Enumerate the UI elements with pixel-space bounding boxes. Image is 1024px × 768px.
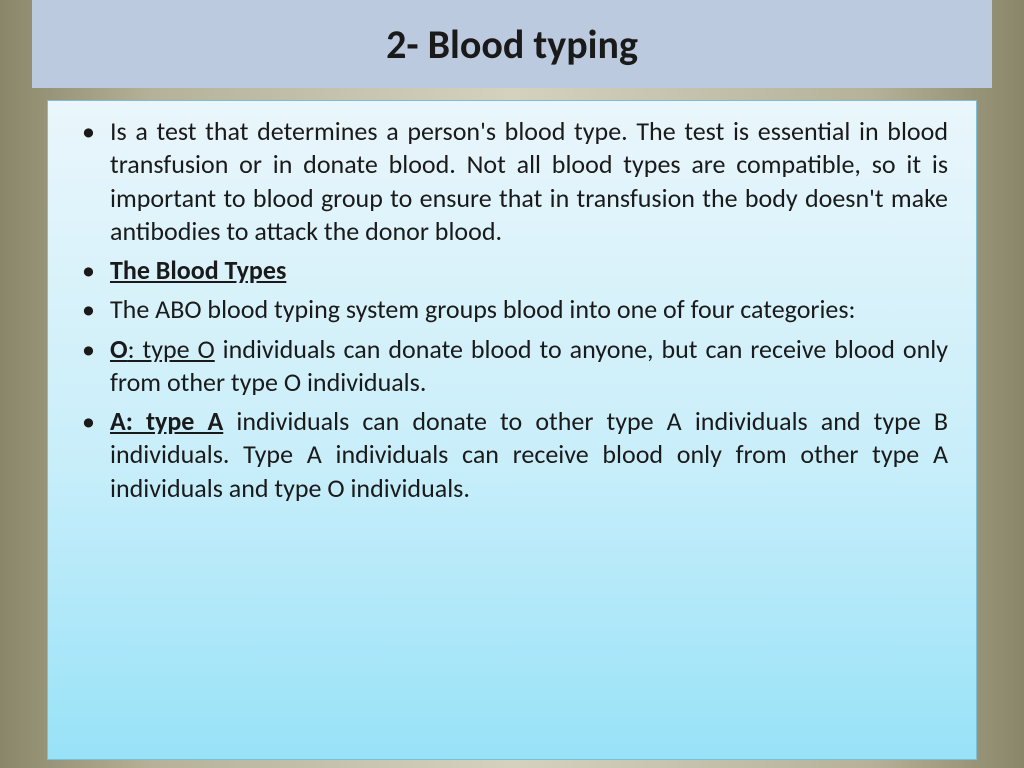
bullet-item: The ABO blood typing system groups blood… <box>76 293 948 326</box>
bullet-list: Is a test that determines a person's blo… <box>76 115 948 505</box>
bullet-sep: : type O <box>128 333 215 365</box>
bullet-text: individuals can donate to other type A i… <box>110 405 948 504</box>
bullet-text: The ABO blood typing system groups blood… <box>110 293 856 325</box>
bullet-item: A: type A individuals can donate to othe… <box>76 405 948 505</box>
content-panel: Is a test that determines a person's blo… <box>47 100 977 760</box>
bullet-text: Is a test that determines a person's blo… <box>110 115 948 247</box>
bullet-lead: O <box>110 333 128 365</box>
title-bar: 2- Blood typing <box>32 0 992 88</box>
bullet-text: individuals can donate blood to anyone, … <box>110 333 948 398</box>
bullet-lead: A: type A <box>110 405 223 437</box>
bullet-item: Is a test that determines a person's blo… <box>76 115 948 248</box>
bullet-heading: The Blood Types <box>110 254 286 286</box>
bullet-item: The Blood Types <box>76 254 948 287</box>
bullet-item: O: type O individuals can donate blood t… <box>76 333 948 400</box>
slide-title: 2- Blood typing <box>386 20 638 69</box>
